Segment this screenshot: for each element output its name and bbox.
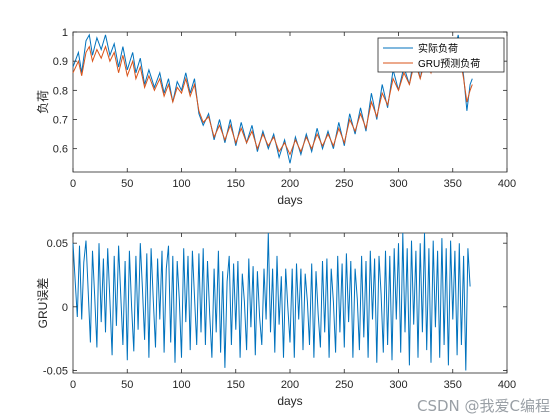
plot1-series-line-2 xyxy=(72,45,473,156)
plot2-y-axis-label: GRU误差 xyxy=(36,278,50,329)
plot1-x-tick-label: 50 xyxy=(121,178,133,190)
plot1-legend-label-2: GRU预测负荷 xyxy=(418,57,480,70)
plot2-x-tick-label: 0 xyxy=(70,379,76,391)
plot1-y-tick-label: 1 xyxy=(62,27,68,39)
plot2-x-tick-label: 100 xyxy=(172,379,190,391)
plot2-x-tick-label: 250 xyxy=(335,379,353,391)
plot2-x-axis-label: days xyxy=(277,394,302,408)
plot1-x-tick-label: 300 xyxy=(389,178,407,190)
plot2-y-tick-label: 0.05 xyxy=(47,238,68,250)
plot2-x-tick-label: 50 xyxy=(121,379,133,391)
plot2-x-tick-label: 300 xyxy=(389,379,407,391)
plot2-x-tick-label: 150 xyxy=(227,379,245,391)
plot2-x-tick-label: 200 xyxy=(281,379,299,391)
plot1-x-axis-label: days xyxy=(277,193,302,207)
plot1-y-tick-label: 0.8 xyxy=(53,85,68,97)
plot1-y-tick-label: 0.7 xyxy=(53,115,68,127)
plot1-x-tick-label: 200 xyxy=(281,178,299,190)
plot1-x-tick-label: 100 xyxy=(172,178,190,190)
plot1-legend-label-1: 实际负荷 xyxy=(418,42,458,55)
plot2-y-tick-label: 0 xyxy=(62,302,68,314)
watermark: CSDN @我爱C编程 xyxy=(416,397,550,415)
plot2-x-tick-label: 400 xyxy=(498,379,516,391)
plot2-x-tick-label: 350 xyxy=(444,379,462,391)
plot1-y-tick-label: 0.6 xyxy=(53,144,68,156)
plot1-legend-box xyxy=(377,37,505,73)
plot2-series-line-1 xyxy=(72,232,471,371)
plot1-y-axis-label: 负荷 xyxy=(36,90,50,114)
plot1-x-tick-label: 250 xyxy=(335,178,353,190)
plot1-x-tick-label: 350 xyxy=(444,178,462,190)
plot1-x-tick-label: 400 xyxy=(498,178,516,190)
plot1-x-tick-label: 150 xyxy=(227,178,245,190)
plot2-y-tick-label: -0.05 xyxy=(43,365,68,377)
plot1-y-tick-label: 0.9 xyxy=(53,56,68,68)
plot1-x-tick-label: 0 xyxy=(70,178,76,190)
